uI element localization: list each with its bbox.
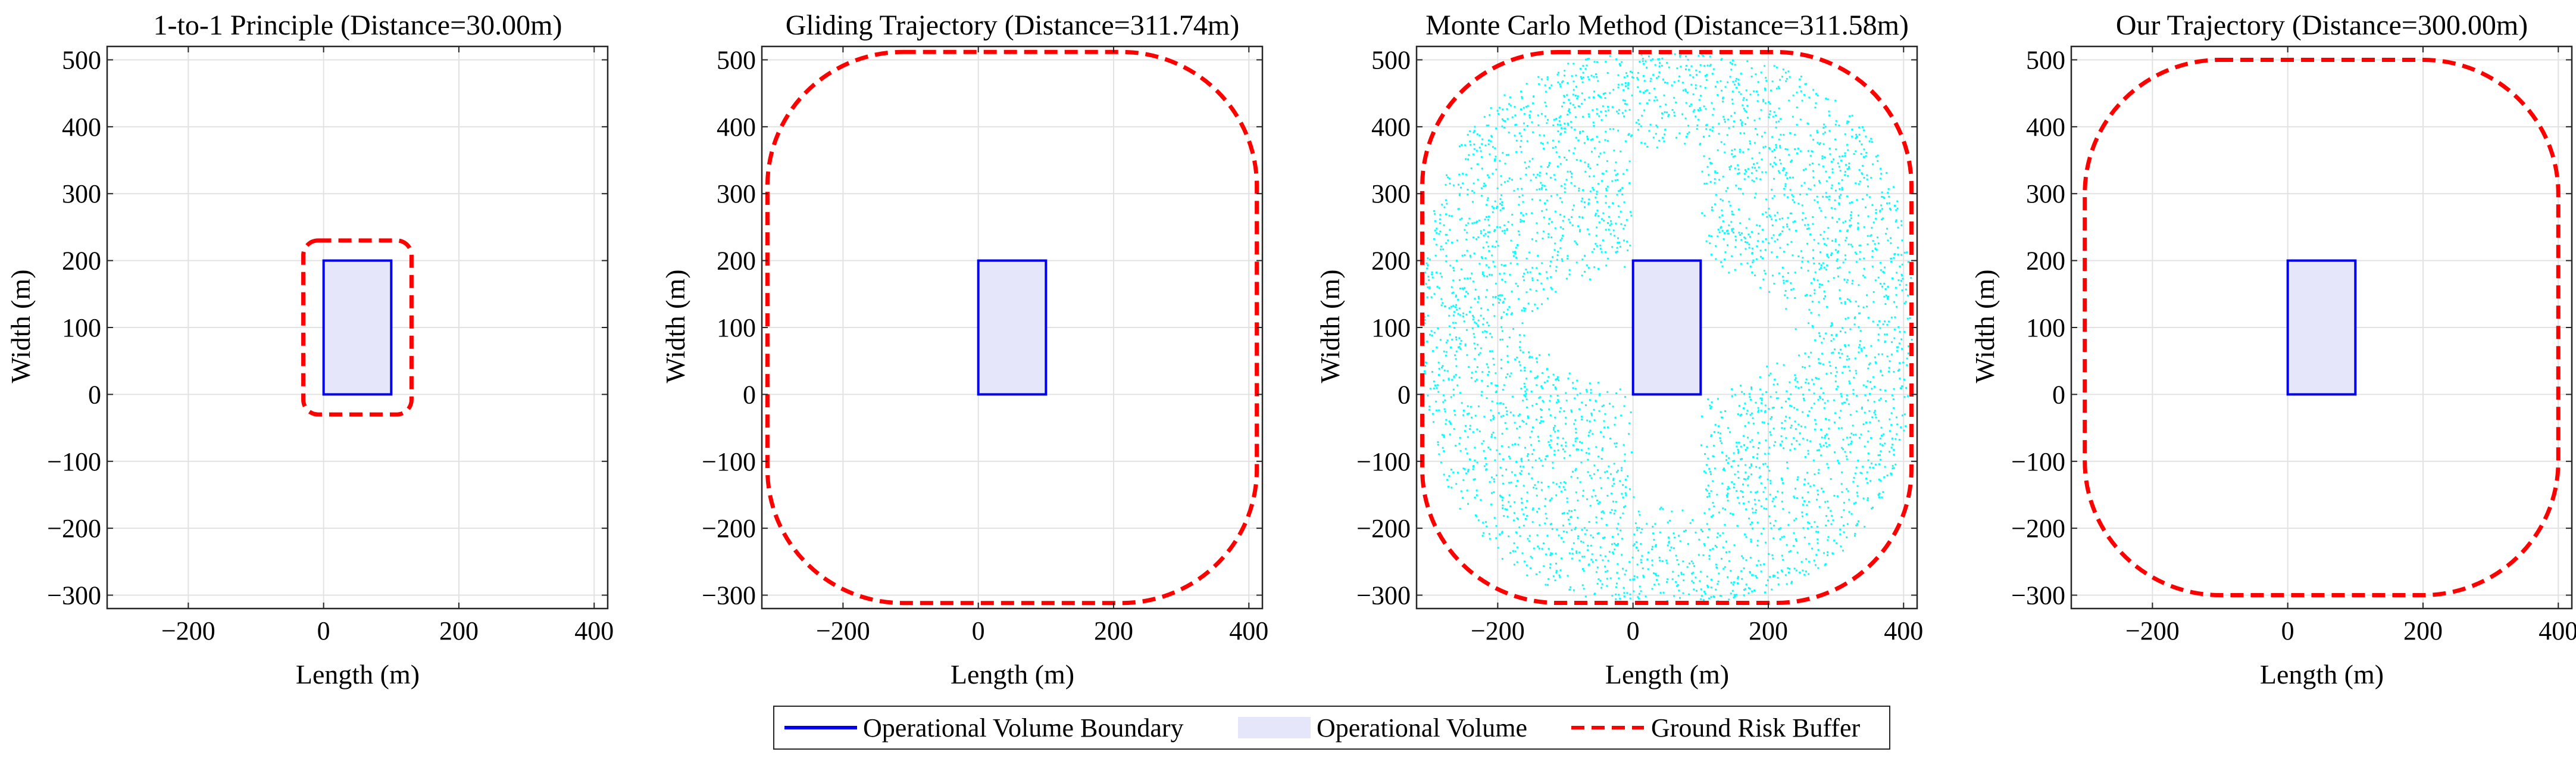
- y-tick-label: −100: [702, 447, 756, 476]
- y-tick-label: 400: [62, 113, 101, 142]
- x-axis-label: Length (m): [2260, 659, 2384, 690]
- y-tick-label: 100: [62, 313, 101, 342]
- y-tick-label: −200: [1356, 514, 1411, 543]
- x-tick-label: −200: [816, 616, 870, 645]
- y-tick-label: 100: [2026, 313, 2065, 342]
- x-tick-label: 400: [1884, 616, 1923, 645]
- y-tick-label: 400: [717, 113, 756, 142]
- subplot-3: Monte Carlo Method (Distance=311.58m) −2…: [1315, 10, 1923, 690]
- x-tick-label: 0: [1627, 616, 1640, 645]
- y-tick-label: 0: [1398, 380, 1411, 409]
- x-tick-label: 200: [2403, 616, 2443, 645]
- y-tick-label: −200: [2011, 514, 2065, 543]
- plot-area: −200 0 200 400 −300 −200 −100 0 100 200 300 400 500: [2011, 45, 2576, 645]
- x-tick-label: 0: [317, 616, 330, 645]
- y-axis-label: Width (m): [1315, 269, 1345, 383]
- y-tick-label: 0: [88, 380, 101, 409]
- plot-area: −200 0 200 400 −300 −200 −100 0 100 200 300 400 500: [47, 45, 614, 645]
- y-tick-label: 300: [62, 179, 101, 208]
- legend-label: Operational Volume Boundary: [863, 713, 1184, 743]
- y-tick-label: 500: [1371, 45, 1411, 74]
- plot-area: −200 0 200 400 −300 −200 −100 0 100 200 300 400 500: [1356, 45, 1923, 645]
- subplot-title: 1-to-1 Principle (Distance=30.00m): [154, 10, 562, 41]
- y-tick-label: 0: [2052, 380, 2065, 409]
- x-tick-label: −200: [2125, 616, 2180, 645]
- y-tick-label: 200: [62, 247, 101, 276]
- legend-volume-swatch: [1238, 717, 1311, 738]
- operational-volume-rect: [1631, 259, 1702, 396]
- y-tick-label: 200: [2026, 247, 2065, 276]
- y-tick-label: −100: [47, 447, 101, 476]
- y-tick-label: 200: [717, 247, 756, 276]
- x-tick-label: −200: [161, 616, 215, 645]
- plot-area: −200 0 200 400 −300 −200 −100 0 100 200 300 400 500: [702, 45, 1268, 645]
- x-tick-label: 400: [2539, 616, 2576, 645]
- subplot-2: Gliding Trajectory (Distance=311.74m) −2…: [660, 10, 1268, 690]
- y-tick-label: 200: [1371, 247, 1411, 276]
- x-tick-label: 0: [972, 616, 985, 645]
- y-tick-label: −300: [1356, 581, 1411, 610]
- legend-frame: [773, 706, 1890, 750]
- ground-risk-buffer-line: [301, 238, 414, 417]
- ground-risk-buffer-line: [2083, 57, 2561, 598]
- y-tick-label: −300: [702, 581, 756, 610]
- y-tick-label: 400: [2026, 113, 2065, 142]
- x-tick-label: 200: [439, 616, 479, 645]
- legend-label: Operational Volume: [1317, 713, 1527, 743]
- y-tick-label: −200: [702, 514, 756, 543]
- x-tick-label: 200: [1749, 616, 1788, 645]
- y-tick-label: −300: [2011, 581, 2065, 610]
- y-tick-label: 300: [1371, 179, 1411, 208]
- y-axis-label: Width (m): [660, 269, 690, 383]
- legend-label: Ground Risk Buffer: [1651, 713, 1861, 743]
- x-axis-label: Length (m): [1605, 659, 1729, 690]
- x-tick-label: 0: [2281, 616, 2294, 645]
- monte-carlo-scatter-points: [1423, 53, 1914, 603]
- x-axis-label: Length (m): [951, 659, 1074, 690]
- y-tick-label: −300: [47, 581, 101, 610]
- x-axis-label: Length (m): [296, 659, 420, 690]
- x-tick-label: 400: [574, 616, 614, 645]
- x-tick-label: 200: [1094, 616, 1133, 645]
- y-tick-label: 100: [1371, 313, 1411, 342]
- subplot-title: Monte Carlo Method (Distance=311.58m): [1425, 10, 1909, 41]
- subplot-1: 1-to-1 Principle (Distance=30.00m) −200 0…: [5, 10, 614, 690]
- subplot-title: Gliding Trajectory (Distance=311.74m): [786, 10, 1240, 41]
- y-tick-label: 500: [717, 45, 756, 74]
- subplot-title: Our Trajectory (Distance=300.00m): [2116, 10, 2528, 41]
- y-tick-label: 400: [1371, 113, 1411, 142]
- y-tick-label: 0: [743, 380, 756, 409]
- subplot-4: Our Trajectory (Distance=300.00m) −200 0 2…: [1969, 10, 2576, 690]
- operational-volume-rect: [2286, 259, 2357, 396]
- y-tick-label: 500: [62, 45, 101, 74]
- y-tick-label: −100: [1356, 447, 1411, 476]
- y-tick-label: 100: [717, 313, 756, 342]
- y-axis-label: Width (m): [5, 269, 36, 383]
- x-tick-label: 400: [1229, 616, 1268, 645]
- y-tick-label: 300: [717, 179, 756, 208]
- y-tick-label: 500: [2026, 45, 2065, 74]
- x-tick-label: −200: [1471, 616, 1525, 645]
- legend: Operational Volume Boundary Operational …: [773, 706, 1890, 750]
- operational-volume-rect: [977, 259, 1048, 396]
- operational-volume-rect: [322, 259, 393, 396]
- y-tick-label: −100: [2011, 447, 2065, 476]
- y-tick-label: −200: [47, 514, 101, 543]
- y-axis-label: Width (m): [1969, 269, 2000, 383]
- y-tick-label: 300: [2026, 179, 2065, 208]
